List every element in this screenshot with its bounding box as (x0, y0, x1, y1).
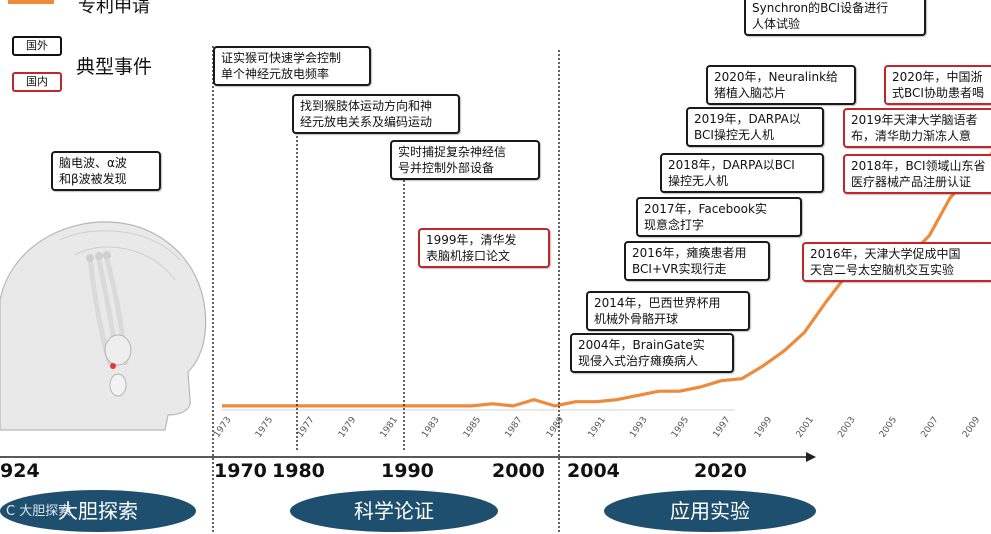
legend-events-title: 典型事件 (76, 56, 153, 78)
event-2018-shandong-registration: 2018年，BCI领域山东省 医疗器械产品注册认证 (843, 154, 991, 194)
x-tick-label: 1981 (379, 415, 400, 439)
x-tick-label: 1977 (295, 415, 316, 439)
x-tick-label: 1999 (753, 415, 774, 440)
event-monkey-limb-encoding: 找到猴肢体运动方向和神 经元放电关系及编码运动 (292, 94, 460, 134)
x-tick-label: 1975 (254, 415, 275, 439)
x-tick-label: 1983 (420, 415, 441, 439)
timeline-arrow-icon (806, 452, 816, 462)
event-2016-tiangong-experiment: 2016年，天津大学促成中国 天宫二号太空脑机交互实验 (802, 242, 991, 282)
x-tick-label: 1995 (670, 415, 691, 439)
event-2020-china-bci-patient: 2020年，中国浙 式BCI协助患者喝 (884, 65, 991, 105)
timeline-year-label: 2020 (694, 460, 747, 482)
x-tick-label: 1991 (587, 415, 608, 439)
event-2018-darpa-bci-drone: 2018年，DARPA以BCI 操控无人机 (660, 153, 824, 193)
event-monkey-neuron-control: 证实猴可快速学会控制 单个神经元放电频率 (213, 46, 371, 86)
head-illustration-image (0, 221, 207, 431)
x-tick-label: 1987 (503, 415, 524, 439)
event-2014-worldcup-exoskeleton: 2014年，巴西世界杯用 机械外骨骼开球 (586, 291, 750, 331)
series-line-patents (222, 150, 991, 408)
timeline-year-label: 2000 (492, 460, 545, 482)
era-application-experiments: 应用实验 (604, 490, 816, 532)
timeline-year-label: 2004 (567, 460, 620, 482)
event-2004-braingate: 2004年，BrainGate实 现侵入式治疗瘫痪病人 (570, 333, 734, 373)
timeline-year-label: 1980 (272, 460, 325, 482)
event-brainwaves-discovered: 脑电波、α波 和β波被发现 (51, 151, 161, 191)
event-2017-facebook-typing: 2017年，Facebook实 现意念打字 (636, 197, 802, 237)
event-2019-darpa-drone: 2019年，DARPA以 BCI操控无人机 (686, 107, 824, 147)
event-2016-vr-walking: 2016年，瘫痪患者用 BCI+VR实现行走 (624, 241, 770, 281)
x-tick-label: 1989 (545, 415, 566, 440)
event-synchron-human-trial: Synchron的BCI设备进行 人体试验 (744, 0, 926, 36)
event-1999-tsinghua-paper: 1999年，清华发 表脑机接口论文 (418, 228, 550, 268)
event-2020-neuralink-pig: 2020年，Neuralink给 猪植入脑芯片 (706, 65, 856, 105)
event-2019-tianjin-brain-speaker: 2019年天津大学脑语者 布，清华助力渐冻人意 (843, 108, 991, 148)
x-tick-label: 2007 (919, 415, 940, 439)
timeline-year-label: 924 (0, 460, 40, 482)
era-watermark-text: C 大胆探索 (6, 504, 72, 519)
x-tick-label: 1985 (462, 415, 483, 439)
x-tick-label: 2009 (961, 415, 982, 440)
x-tick-label: 1979 (337, 415, 358, 440)
x-tick-label: 2005 (878, 415, 899, 439)
x-tick-label: 2001 (795, 415, 816, 439)
timeline-year-label: 1970 (214, 460, 267, 482)
legend-line-swatch (8, 0, 54, 4)
x-tick-label: 1997 (711, 415, 732, 439)
timeline-year-label: 1990 (381, 460, 434, 482)
event-realtime-signal-control: 实时捕捉复杂神经信 号并控制外部设备 (390, 140, 540, 180)
legend-line-label: 专利申请 (78, 0, 150, 17)
x-tick-label: 1973 (212, 415, 233, 439)
legend-foreign-box: 国外 (12, 36, 62, 56)
legend-domestic-box: 国内 (12, 72, 62, 92)
era-bold-exploration: 大胆探索 (0, 490, 196, 532)
x-tick-label: 2003 (836, 415, 857, 439)
x-tick-label: 1993 (628, 415, 649, 439)
era-scientific-proof: 科学论证 (290, 490, 498, 532)
